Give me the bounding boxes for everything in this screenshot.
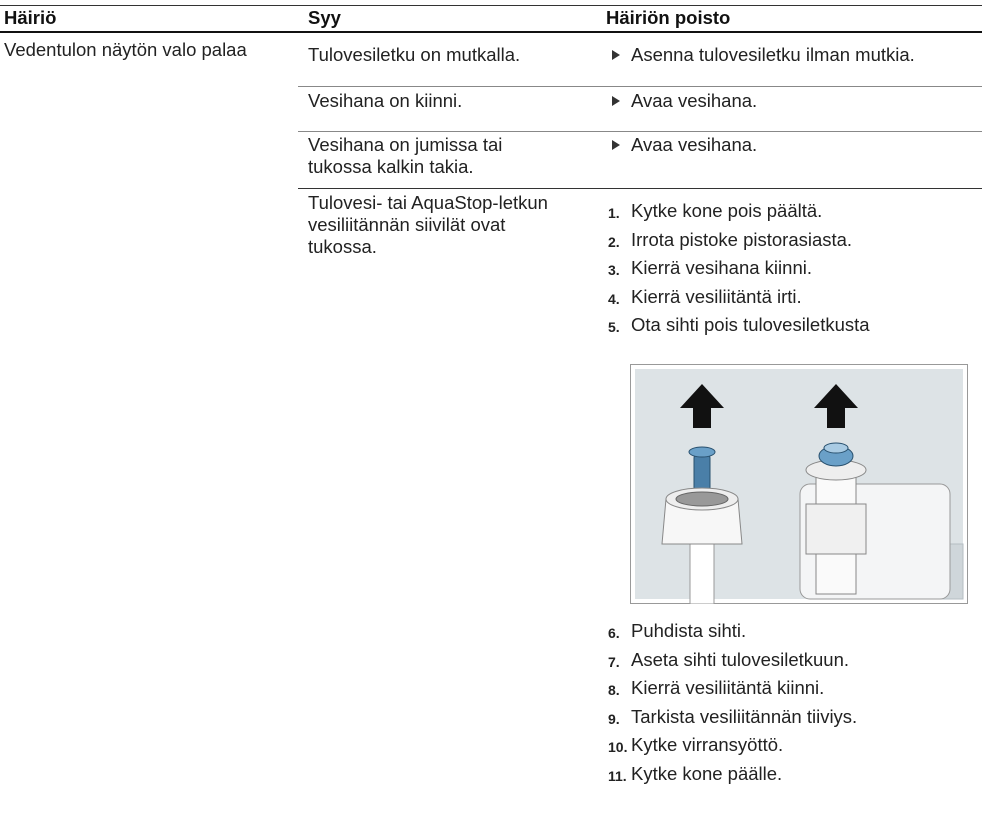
rule — [298, 188, 982, 189]
step-text: Kierrä vesihana kiinni. — [631, 257, 812, 279]
remedy: Avaa vesihana. — [631, 134, 758, 155]
illustration — [630, 364, 968, 604]
rule — [298, 131, 982, 132]
step-text: Kytke kone pois päältä. — [631, 200, 823, 221]
step-text: Kierrä vesiliitäntä kiinni. — [631, 677, 825, 699]
step-text: Irrota pistoke pistorasiasta. — [631, 228, 853, 250]
header: Häiriö — [4, 7, 57, 28]
step-text: Kytke virransyöttö. — [631, 734, 784, 756]
step-number: 9. — [608, 710, 620, 727]
step-text: Aseta sihti tulovesiletkuun. — [631, 648, 850, 670]
step-text: Ota sihti pois tulovesiletkusta — [631, 314, 870, 336]
cause: Vesihana on jumissa tai tukossa kalkin t… — [308, 134, 503, 177]
step-text: Tarkista vesiliitännän tiiviys. — [631, 705, 858, 727]
rule — [0, 5, 982, 6]
cause: Vesihana on kiinni. — [308, 90, 463, 111]
header: Häiriön poisto — [606, 7, 731, 28]
bullet — [612, 96, 620, 106]
cause: Tulovesi- tai AquaStop-letkun vesiliitän… — [308, 192, 548, 257]
step-number: 4. — [608, 290, 620, 307]
step-number: 11. — [608, 768, 627, 784]
header: Syy — [308, 7, 341, 28]
rule — [0, 31, 982, 33]
bullet — [612, 50, 620, 60]
remedy: Avaa vesihana. — [631, 90, 758, 111]
step-number: 3. — [608, 262, 620, 279]
cause: Tulovesiletku on mutkalla. — [308, 44, 521, 65]
step-number: 1. — [608, 205, 620, 221]
step-number: 6. — [608, 625, 620, 641]
step-text: Kytke kone päälle. — [631, 763, 783, 784]
step-number: 2. — [608, 233, 620, 250]
step-text: Kierrä vesiliitäntä irti. — [631, 285, 802, 307]
remedy: Asenna tulovesiletku ilman mutkia. — [631, 44, 915, 65]
bullet — [612, 140, 620, 150]
problem: Vedentulon näytön valo palaa — [4, 39, 247, 60]
step-text: Puhdista sihti. — [631, 620, 747, 641]
step-number: 7. — [608, 653, 620, 670]
step-number: 10. — [608, 739, 628, 756]
step-number: 8. — [608, 682, 620, 699]
rule — [298, 86, 982, 87]
step-number: 5. — [608, 319, 620, 336]
